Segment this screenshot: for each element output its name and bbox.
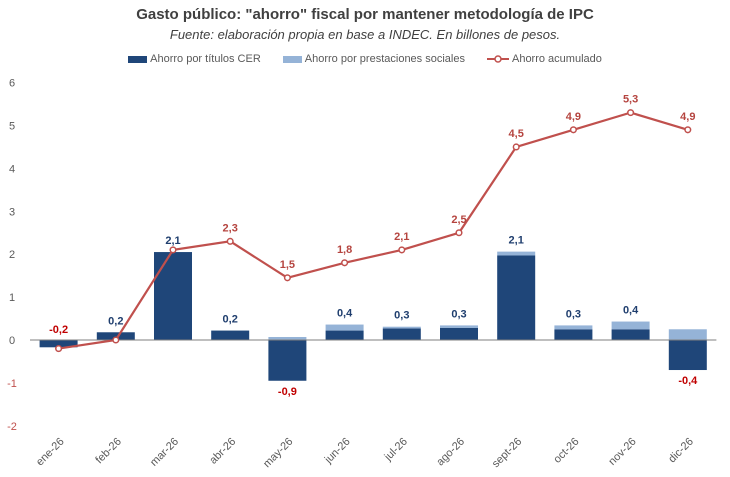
legend-line-marker-icon — [486, 55, 509, 63]
bar-data-label: -0,9 — [278, 386, 297, 398]
x-tick-label: may-26 — [261, 436, 295, 470]
y-tick-label: -2 — [7, 421, 17, 433]
legend-label: Ahorro acumulado — [511, 53, 602, 65]
bar-cer — [497, 255, 536, 340]
line-data-label: 1,5 — [280, 259, 295, 271]
line-point — [226, 237, 234, 245]
chart-title: Gasto público: "ahorro" fiscal por mante… — [136, 6, 594, 23]
line-point — [512, 143, 520, 151]
bar-data-label: 0,2 — [223, 314, 238, 326]
legend-item-social: Ahorro por prestaciones sociales — [282, 53, 465, 65]
line-point — [169, 246, 177, 254]
bar-cer — [382, 328, 421, 340]
legend-swatch-cer — [128, 55, 148, 63]
y-tick-label: 6 — [9, 78, 15, 90]
line-data-label: 2,1 — [394, 231, 409, 243]
bar-cer — [554, 329, 593, 340]
bar-cer — [96, 332, 135, 340]
line-point — [455, 229, 463, 237]
bar-social — [440, 325, 478, 328]
x-tick-label: nov-26 — [606, 436, 638, 468]
line-data-label: 4,5 — [509, 128, 524, 140]
bar-cer — [440, 327, 478, 340]
bar-data-label: 2,1 — [165, 235, 180, 247]
x-tick-label: ene-26 — [34, 436, 67, 469]
bar-data-label: 0,3 — [451, 308, 466, 320]
y-tick-label: 4 — [9, 163, 15, 175]
line-data-label: 1,8 — [337, 244, 352, 256]
line-data-label: 5,3 — [623, 94, 638, 106]
line-data-label: 4,9 — [566, 111, 581, 123]
bar-data-label: -0,2 — [49, 324, 68, 336]
line-point — [684, 126, 692, 134]
x-tick-label: oct-26 — [551, 436, 581, 466]
x-tick-label: abr-26 — [207, 436, 238, 467]
bar-cer — [211, 330, 250, 340]
y-tick-label: 5 — [9, 121, 15, 133]
line-acumulado — [58, 111, 689, 350]
y-tick-label: 1 — [9, 292, 15, 304]
y-tick-label: 0 — [9, 335, 15, 347]
legend: Ahorro por títulos CER Ahorro por presta… — [0, 53, 730, 65]
bar-cer — [154, 252, 192, 340]
x-tick-label: dic-26 — [666, 436, 696, 466]
bar-data-label: 0,3 — [394, 310, 409, 322]
bar-data-label: 0,2 — [108, 315, 123, 327]
bar-cer — [325, 330, 364, 340]
bar-social — [497, 251, 536, 256]
bar-cer — [611, 329, 650, 340]
bar-social — [554, 325, 593, 330]
chart-subtitle: Fuente: elaboración propia en base a IND… — [169, 27, 561, 42]
x-tick-label: feb-26 — [93, 436, 124, 467]
x-tick-label: jul-26 — [382, 436, 410, 464]
bar-data-label: -0,4 — [678, 375, 698, 387]
legend-item-acumulado: Ahorro acumulado — [486, 53, 602, 65]
line-point — [627, 109, 635, 117]
line-data-label: 2,3 — [223, 222, 238, 234]
x-tick-label: mar-26 — [148, 436, 181, 469]
line-point — [569, 126, 577, 134]
bar-social — [268, 336, 307, 340]
legend-item-cer: Ahorro por títulos CER — [128, 53, 261, 65]
line-point — [341, 259, 349, 267]
line-point — [112, 336, 120, 344]
legend-label: Ahorro por prestaciones sociales — [304, 53, 465, 65]
bar-cer — [39, 340, 78, 348]
bar-social — [325, 324, 364, 331]
line-data-label: 2,5 — [451, 214, 466, 226]
legend-swatch-social — [282, 55, 302, 63]
bar-cer — [268, 340, 307, 381]
y-tick-label: -1 — [7, 378, 17, 390]
bar-social — [382, 326, 421, 329]
line-point — [55, 345, 63, 353]
bar-social — [611, 321, 650, 330]
line-point — [283, 274, 291, 282]
x-tick-label: jun-26 — [322, 436, 353, 467]
bar-data-label: 2,1 — [509, 235, 524, 247]
line-data-label: 4,9 — [680, 111, 695, 123]
y-tick-label: 2 — [9, 249, 15, 261]
bar-data-label: 0,4 — [623, 305, 639, 317]
line-point — [398, 246, 406, 254]
x-tick-label: sept-26 — [490, 436, 524, 470]
x-tick-label: ago-26 — [434, 436, 467, 469]
bar-data-label: 0,3 — [566, 308, 581, 320]
bar-social — [668, 329, 707, 340]
bar-data-label: 0,4 — [337, 308, 353, 320]
y-tick-label: 3 — [9, 206, 15, 218]
bar-cer — [668, 340, 707, 371]
legend-label: Ahorro por títulos CER — [150, 53, 261, 65]
